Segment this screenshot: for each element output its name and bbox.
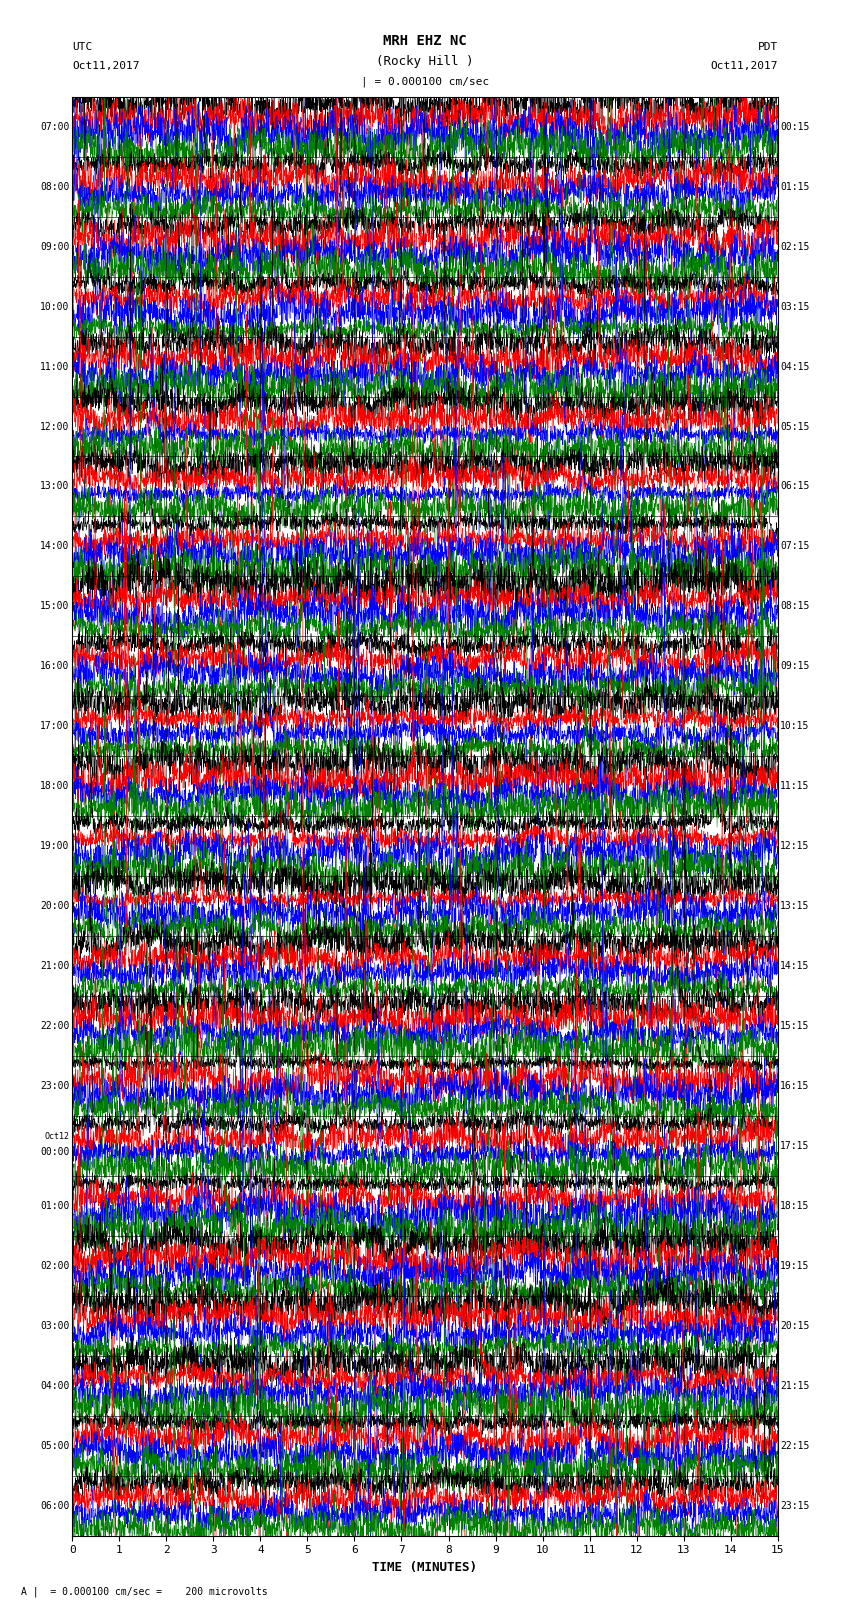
Text: 13:15: 13:15 (780, 902, 810, 911)
Text: 12:15: 12:15 (780, 840, 810, 852)
Text: 01:15: 01:15 (780, 182, 810, 192)
Text: 12:00: 12:00 (40, 421, 70, 432)
Text: 06:00: 06:00 (40, 1500, 70, 1511)
Text: 23:15: 23:15 (780, 1500, 810, 1511)
Text: 19:15: 19:15 (780, 1261, 810, 1271)
Text: 05:00: 05:00 (40, 1440, 70, 1450)
Text: 11:00: 11:00 (40, 361, 70, 371)
Text: 01:00: 01:00 (40, 1200, 70, 1211)
Text: 02:15: 02:15 (780, 242, 810, 252)
Text: 18:15: 18:15 (780, 1200, 810, 1211)
Text: 16:00: 16:00 (40, 661, 70, 671)
Text: 21:15: 21:15 (780, 1381, 810, 1390)
Text: 20:00: 20:00 (40, 902, 70, 911)
Text: 11:15: 11:15 (780, 781, 810, 792)
Text: 17:15: 17:15 (780, 1140, 810, 1152)
Text: Oct11,2017: Oct11,2017 (72, 61, 139, 71)
Text: 07:15: 07:15 (780, 542, 810, 552)
Text: 20:15: 20:15 (780, 1321, 810, 1331)
Text: 10:00: 10:00 (40, 302, 70, 311)
Text: UTC: UTC (72, 42, 93, 52)
Text: 10:15: 10:15 (780, 721, 810, 731)
Text: 03:15: 03:15 (780, 302, 810, 311)
Text: (Rocky Hill ): (Rocky Hill ) (377, 55, 473, 68)
Text: A |  = 0.000100 cm/sec =    200 microvolts: A | = 0.000100 cm/sec = 200 microvolts (21, 1586, 268, 1597)
Text: 07:00: 07:00 (40, 121, 70, 132)
Text: 03:00: 03:00 (40, 1321, 70, 1331)
Text: 14:15: 14:15 (780, 961, 810, 971)
Text: 04:00: 04:00 (40, 1381, 70, 1390)
Text: 22:15: 22:15 (780, 1440, 810, 1450)
Text: 21:00: 21:00 (40, 961, 70, 971)
Text: 00:00: 00:00 (40, 1147, 70, 1158)
Text: 16:15: 16:15 (780, 1081, 810, 1090)
Text: MRH EHZ NC: MRH EHZ NC (383, 34, 467, 48)
Text: 00:15: 00:15 (780, 121, 810, 132)
Text: 17:00: 17:00 (40, 721, 70, 731)
Text: 15:00: 15:00 (40, 602, 70, 611)
Text: 22:00: 22:00 (40, 1021, 70, 1031)
Text: 09:15: 09:15 (780, 661, 810, 671)
Text: 06:15: 06:15 (780, 481, 810, 492)
Text: 14:00: 14:00 (40, 542, 70, 552)
Text: 08:00: 08:00 (40, 182, 70, 192)
Text: 15:15: 15:15 (780, 1021, 810, 1031)
Text: Oct12: Oct12 (45, 1132, 70, 1140)
Text: 13:00: 13:00 (40, 481, 70, 492)
Text: Oct11,2017: Oct11,2017 (711, 61, 778, 71)
Text: 19:00: 19:00 (40, 840, 70, 852)
Text: 02:00: 02:00 (40, 1261, 70, 1271)
X-axis label: TIME (MINUTES): TIME (MINUTES) (372, 1561, 478, 1574)
Text: 09:00: 09:00 (40, 242, 70, 252)
Text: 18:00: 18:00 (40, 781, 70, 792)
Text: 23:00: 23:00 (40, 1081, 70, 1090)
Text: | = 0.000100 cm/sec: | = 0.000100 cm/sec (361, 76, 489, 87)
Text: 04:15: 04:15 (780, 361, 810, 371)
Text: 05:15: 05:15 (780, 421, 810, 432)
Text: PDT: PDT (757, 42, 778, 52)
Text: 08:15: 08:15 (780, 602, 810, 611)
